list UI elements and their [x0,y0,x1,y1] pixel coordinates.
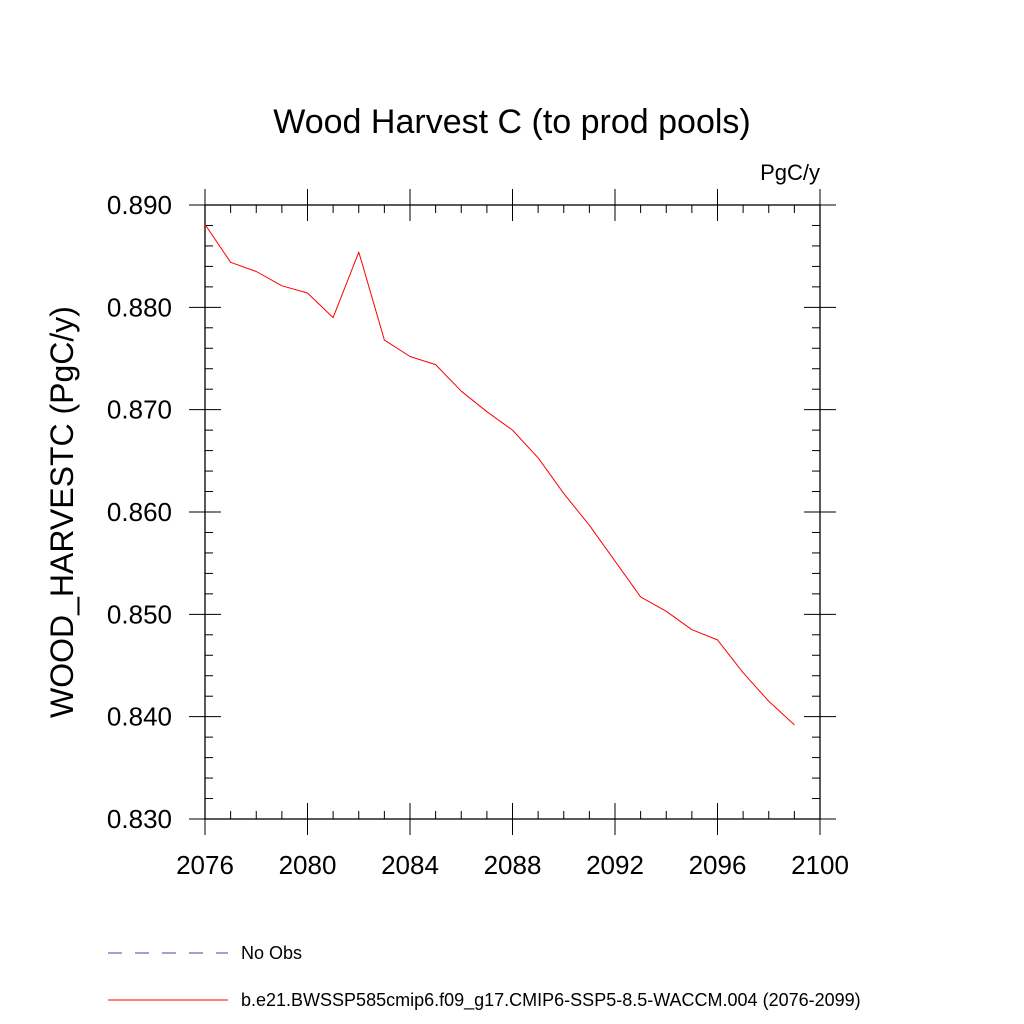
legend-label: No Obs [241,943,302,963]
series-line [204,224,795,726]
data-series [204,224,795,726]
y-tick-label: 0.890 [107,190,172,220]
axis-ticks [189,189,836,835]
plot-frame [204,204,821,820]
x-tick-label: 2080 [279,850,337,880]
axis-tick-labels: 2076 2080 2084 2088 2092 2096 2100 0.830 0.840 0.… [107,190,849,880]
y-tick-label: 0.870 [107,395,172,425]
units-label: PgC/y [760,160,820,185]
legend: No Obs b.e21.BWSSP585cmip6.f09_g17.CMIP6-… [108,943,861,1011]
legend-label: b.e21.BWSSP585cmip6.f09_g17.CMIP6-SSP5-8… [241,990,861,1011]
chart-title: Wood Harvest C (to prod pools) [273,103,750,141]
y-tick-label: 0.880 [107,292,172,322]
y-tick-label: 0.830 [107,804,172,834]
x-tick-label: 2076 [176,850,234,880]
y-tick-label: 0.840 [107,702,172,732]
y-axis-label: WOOD_HARVESTC (PgC/y) [44,306,80,718]
x-tick-label: 2096 [689,850,747,880]
y-tick-label: 0.860 [107,497,172,527]
x-tick-label: 2084 [381,850,439,880]
x-tick-label: 2100 [791,850,849,880]
x-tick-label: 2088 [484,850,542,880]
x-tick-label: 2092 [586,850,644,880]
y-tick-label: 0.850 [107,599,172,629]
